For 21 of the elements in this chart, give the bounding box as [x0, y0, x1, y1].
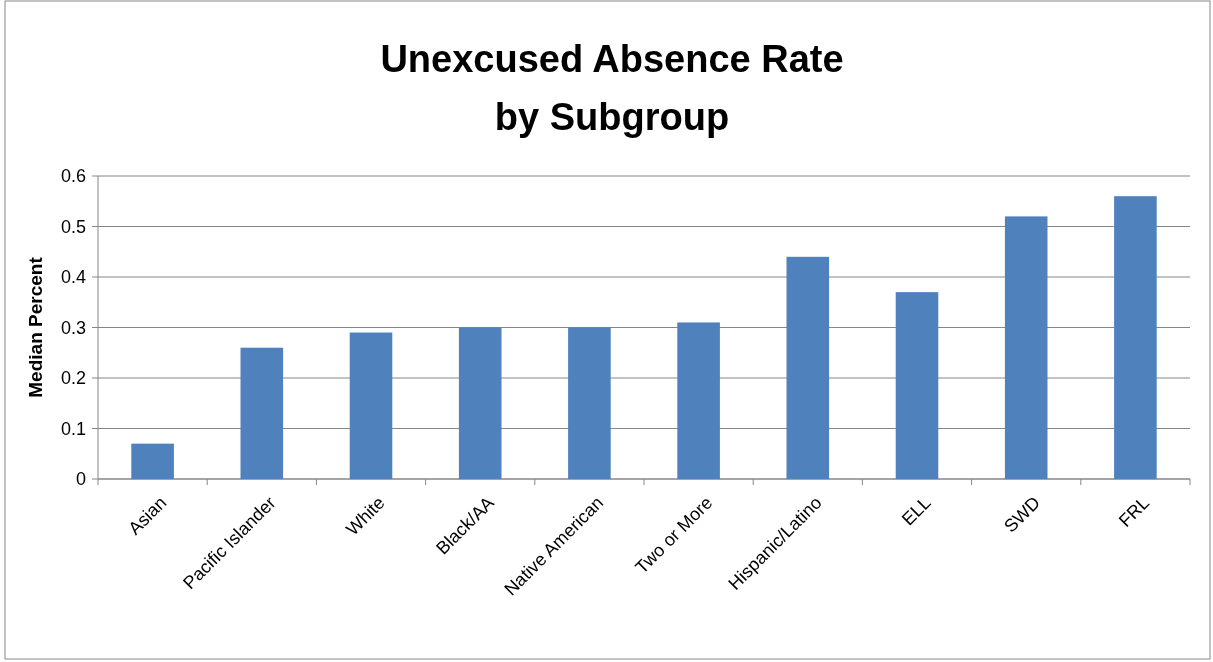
bar: [1114, 196, 1157, 479]
bar: [895, 292, 939, 479]
bar: [349, 332, 393, 479]
y-tick-label: 0.4: [60, 267, 86, 288]
y-axis-title: Median Percent: [25, 256, 46, 398]
x-tick-label: ELL: [897, 492, 935, 530]
chart-title: Unexcused Absence Rate by Subgroup: [380, 38, 844, 138]
bar: [1004, 216, 1048, 479]
bar: [786, 256, 830, 479]
bar: [568, 327, 611, 479]
bar: [131, 443, 174, 479]
y-tick-label: 0.3: [60, 317, 86, 338]
y-tick-label: 0: [75, 469, 86, 490]
y-tick-label: 0.1: [60, 418, 86, 439]
bar: [458, 327, 502, 479]
y-tick-label: 0.2: [60, 368, 86, 389]
bar: [240, 347, 284, 479]
bar: [677, 322, 720, 479]
x-tick-label: FRL: [1114, 492, 1154, 531]
y-tick-label: 0.6: [60, 166, 86, 187]
y-tick-label: 0.5: [60, 216, 86, 237]
